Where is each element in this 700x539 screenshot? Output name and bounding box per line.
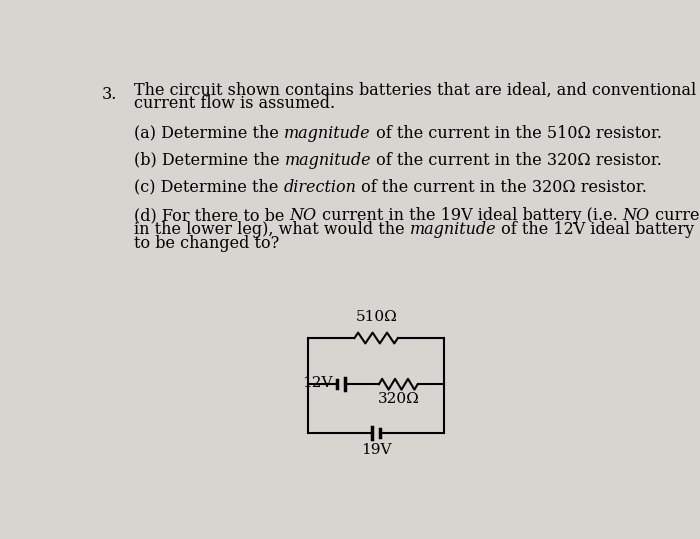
Text: magnitude: magnitude <box>284 125 370 142</box>
Text: of the current in the 320Ω resistor.: of the current in the 320Ω resistor. <box>372 151 662 169</box>
Text: current in the 19V ideal battery (i.e.: current in the 19V ideal battery (i.e. <box>316 207 622 224</box>
Text: magnitude: magnitude <box>285 151 372 169</box>
Text: current flow is assumed.: current flow is assumed. <box>134 95 335 113</box>
Text: NO: NO <box>622 207 650 224</box>
Text: The circuit shown contains batteries that are ideal, and conventional: The circuit shown contains batteries tha… <box>134 81 696 99</box>
Text: 19V: 19V <box>361 443 391 457</box>
Text: (d) For there to be: (d) For there to be <box>134 207 290 224</box>
Text: 510Ω: 510Ω <box>356 310 397 324</box>
Text: in the lower leg), what would the: in the lower leg), what would the <box>134 221 409 238</box>
Text: direction: direction <box>284 178 356 196</box>
Text: 320Ω: 320Ω <box>377 392 419 406</box>
Text: current flow: current flow <box>650 207 700 224</box>
Text: NO: NO <box>290 207 316 224</box>
Text: (a) Determine the: (a) Determine the <box>134 125 284 142</box>
Text: magnitude: magnitude <box>410 221 496 238</box>
Text: of the current in the 510Ω resistor.: of the current in the 510Ω resistor. <box>370 125 662 142</box>
Text: to be changed to?: to be changed to? <box>134 235 279 252</box>
Text: of the 12V ideal battery have: of the 12V ideal battery have <box>496 221 700 238</box>
Text: (c) Determine the: (c) Determine the <box>134 178 284 196</box>
Text: 3.: 3. <box>102 86 117 103</box>
Text: (b) Determine the: (b) Determine the <box>134 151 285 169</box>
Text: 12V: 12V <box>302 376 332 390</box>
Text: of the current in the 320Ω resistor.: of the current in the 320Ω resistor. <box>356 178 648 196</box>
